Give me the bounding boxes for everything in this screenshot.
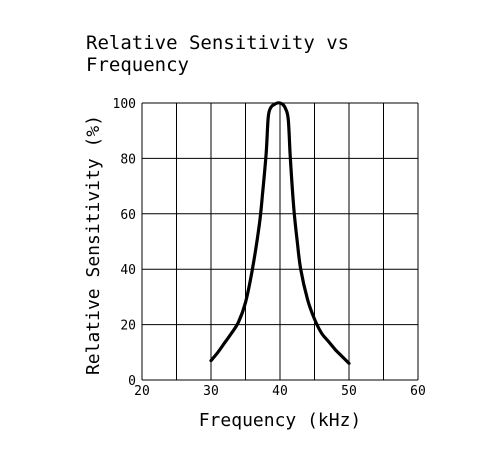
x-axis-label: Frequency (kHz) bbox=[199, 410, 362, 431]
grid bbox=[141, 102, 419, 381]
x-axis-ticks: 20 30 40 50 60 bbox=[134, 384, 426, 399]
y-tick-label-2: 40 bbox=[120, 263, 136, 278]
y-tick-label-4: 80 bbox=[120, 152, 136, 167]
chart-title-line-2: Frequency bbox=[86, 54, 189, 76]
series bbox=[209, 101, 351, 365]
x-tick-label-3: 50 bbox=[341, 384, 357, 399]
x-tick-label-0: 20 bbox=[134, 384, 150, 399]
y-tick-label-5: 100 bbox=[113, 97, 136, 112]
y-axis-ticks: 0 20 40 60 80 100 bbox=[113, 97, 136, 389]
x-tick-label-1: 30 bbox=[203, 384, 219, 399]
y-tick-label-3: 60 bbox=[120, 208, 136, 223]
y-tick-label-0: 0 bbox=[128, 374, 136, 389]
y-tick-label-1: 20 bbox=[120, 319, 136, 334]
x-tick-label-2: 40 bbox=[272, 384, 288, 399]
x-tick-label-4: 60 bbox=[410, 384, 426, 399]
y-axis-label: Relative Sensitivity (%) bbox=[83, 115, 104, 375]
series-line-0 bbox=[209, 101, 351, 365]
chart-title-line-1: Relative Sensitivity vs bbox=[86, 32, 349, 54]
chart-title: Relative Sensitivity vs Frequency bbox=[86, 32, 349, 76]
